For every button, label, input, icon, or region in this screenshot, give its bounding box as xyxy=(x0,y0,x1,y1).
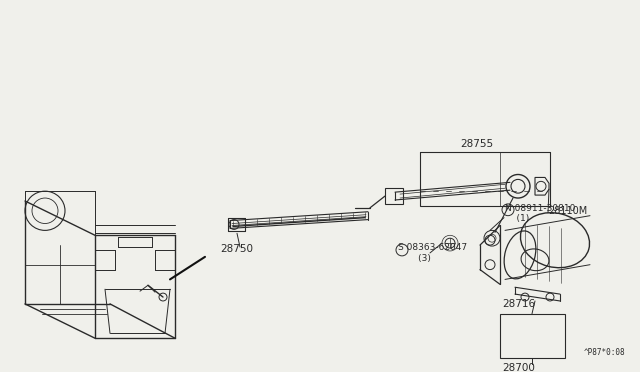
Text: 28716: 28716 xyxy=(502,299,535,309)
Text: ^P87*0:08: ^P87*0:08 xyxy=(584,348,625,357)
Text: 28700: 28700 xyxy=(502,363,535,372)
Bar xyxy=(500,314,565,358)
Bar xyxy=(420,152,550,206)
Text: 28755: 28755 xyxy=(460,139,493,149)
Text: N 08911-30810
    (1): N 08911-30810 (1) xyxy=(505,204,575,224)
Bar xyxy=(385,188,403,204)
Text: S 08363-62047
       (3): S 08363-62047 (3) xyxy=(398,243,467,263)
Text: 28750: 28750 xyxy=(220,244,253,254)
Text: 28110M: 28110M xyxy=(548,206,588,216)
